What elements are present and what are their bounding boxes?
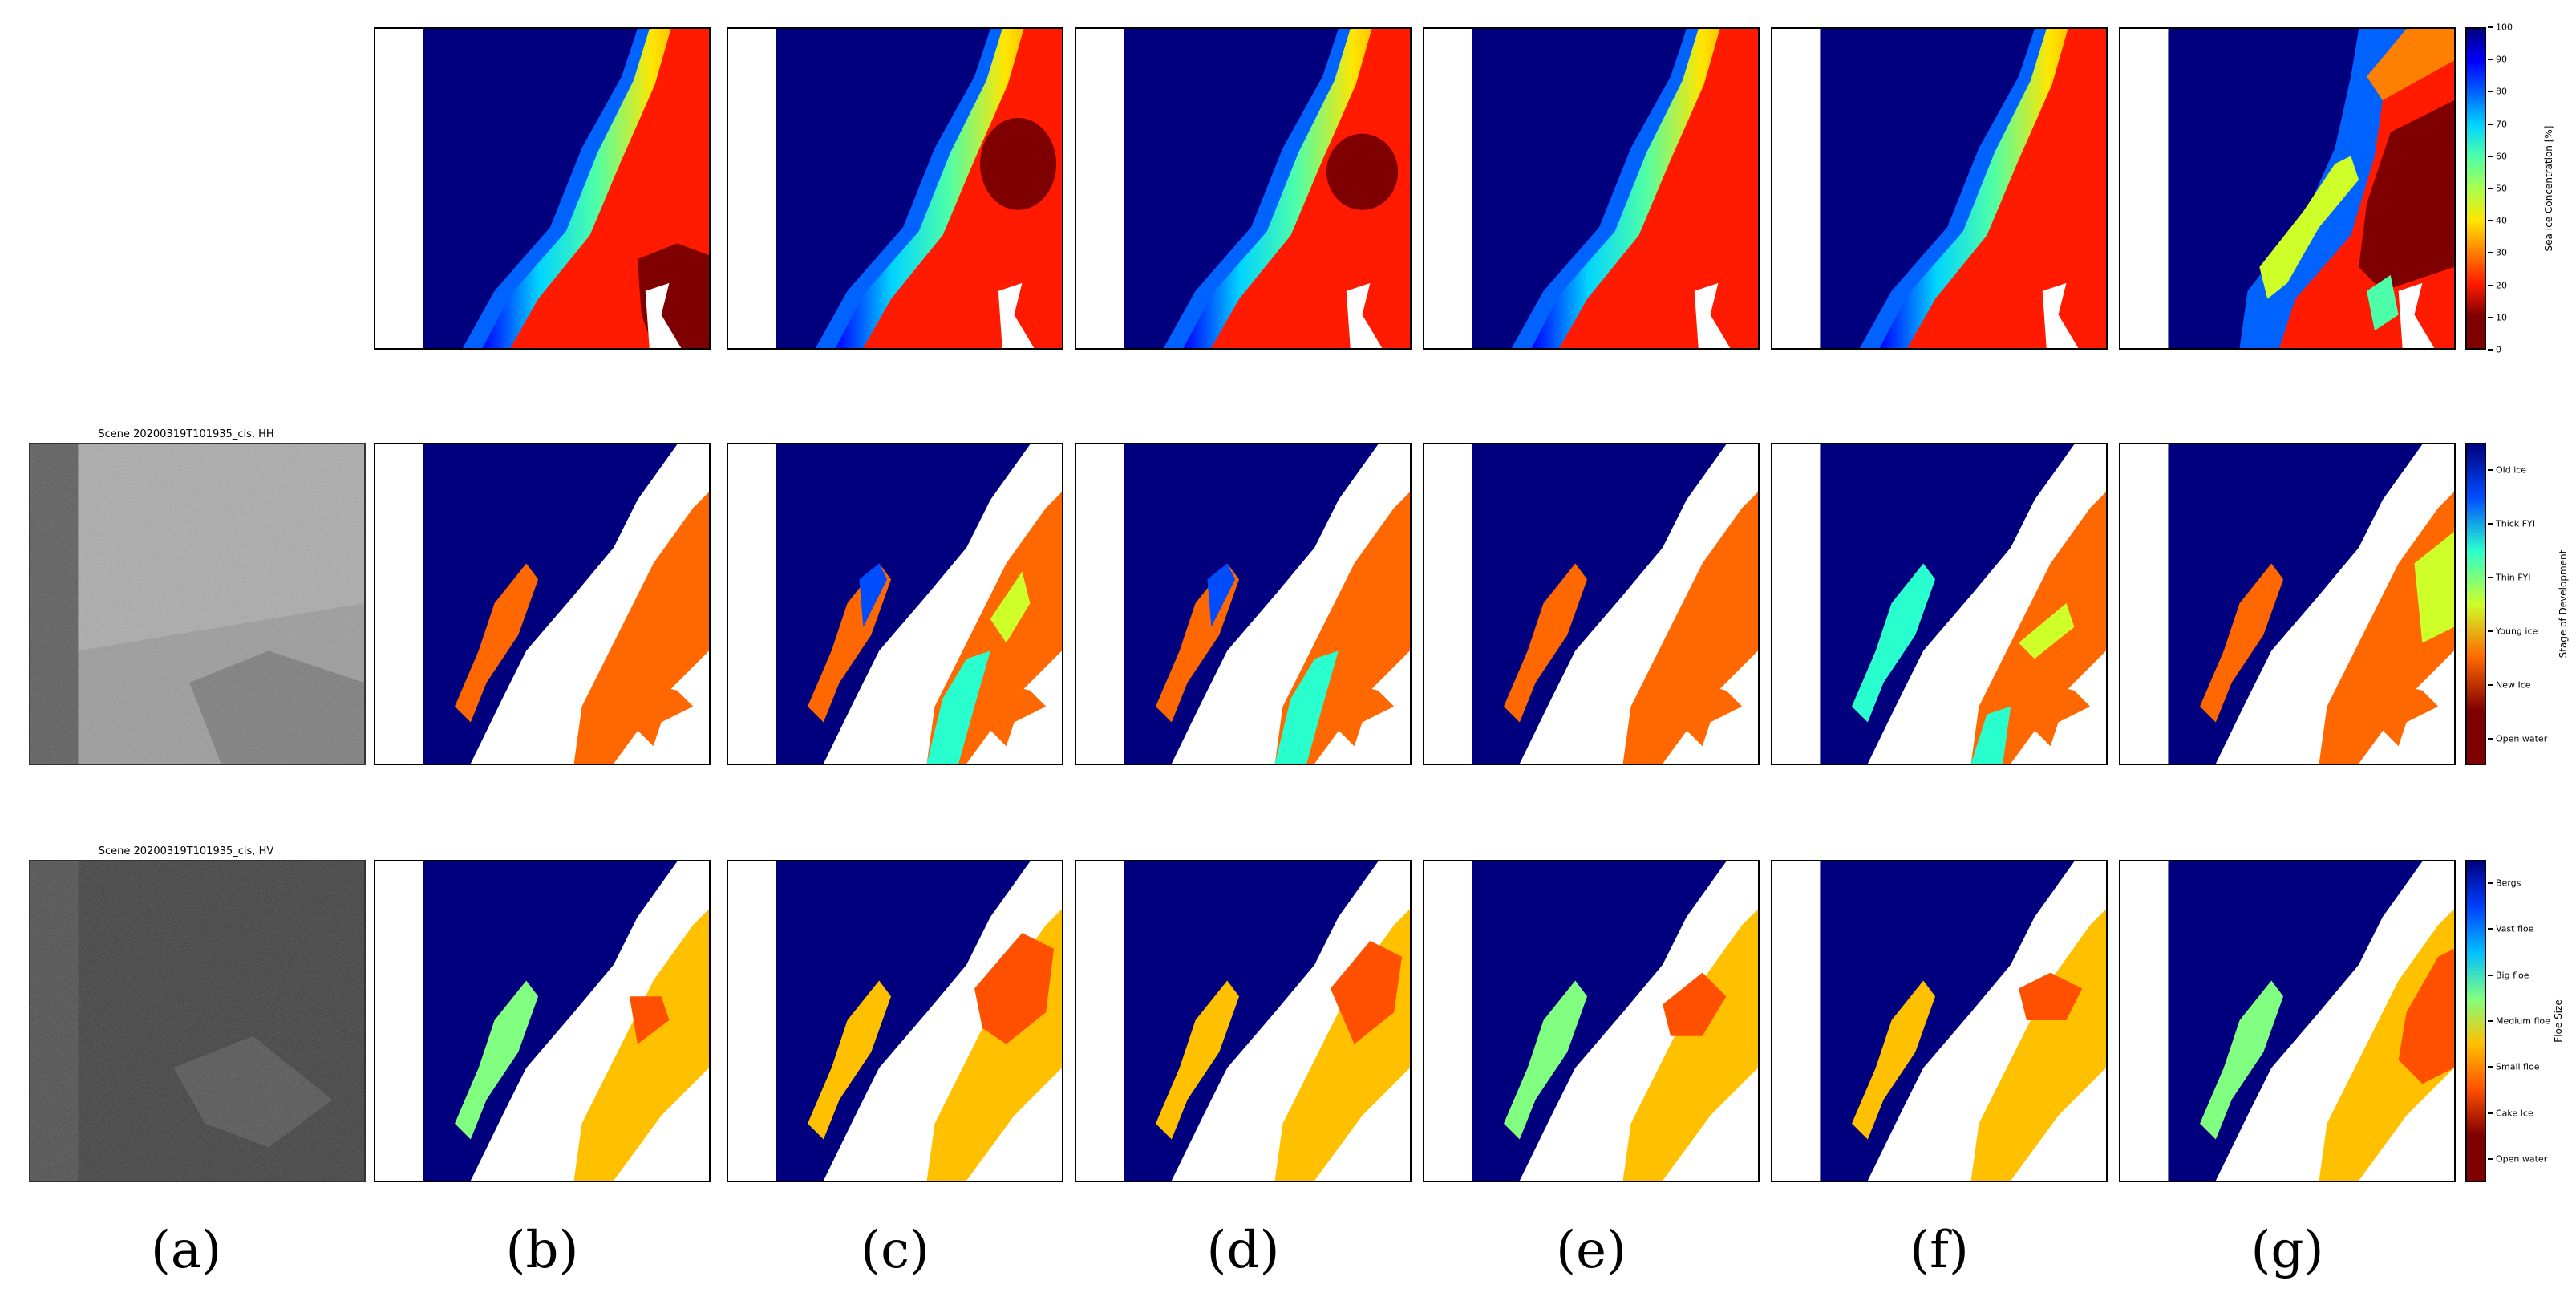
sod-map-c — [727, 443, 1063, 765]
sic-colorbar-label: 60 — [2496, 151, 2507, 162]
column-label-b: (b) — [505, 1221, 579, 1280]
floe-map-e — [1423, 860, 1760, 1182]
sic-colorbar-label: 50 — [2496, 183, 2507, 194]
floe-colorbar-label: Big floe — [2496, 970, 2529, 981]
column-label-c: (c) — [861, 1221, 930, 1280]
sar-hv-image — [29, 860, 366, 1182]
sic-colorbar-tick — [2488, 91, 2493, 93]
floe-colorbar-label: Vast floe — [2496, 923, 2534, 934]
column-label-g: (g) — [2250, 1221, 2324, 1280]
floe-map-f — [1771, 860, 2108, 1182]
sic-colorbar-tick — [2488, 284, 2493, 286]
sic-colorbar-label: 20 — [2496, 280, 2507, 291]
sic-colorbar-label: 100 — [2496, 22, 2513, 33]
sic-colorbar-tick — [2488, 26, 2493, 28]
sic-colorbar — [2465, 27, 2486, 350]
sod-map-d — [1075, 443, 1412, 765]
sod-map-b — [374, 443, 711, 765]
floe-colorbar-title: Floe Size — [2553, 999, 2564, 1043]
sod-colorbar-tick — [2488, 468, 2493, 471]
sod-colorbar-label: Open water — [2496, 733, 2548, 744]
sic-map-b — [374, 27, 711, 350]
sar-hh-title: Scene 20200319T101935_cis, HH — [98, 428, 274, 440]
sic-colorbar-label: 30 — [2496, 247, 2507, 258]
sar-hv-title: Scene 20200319T101935_cis, HV — [98, 845, 274, 857]
floe-colorbar-label: Small floe — [2496, 1061, 2540, 1072]
sic-map-g — [2119, 27, 2456, 350]
sod-colorbar — [2465, 443, 2486, 765]
sic-map-f — [1771, 27, 2108, 350]
sod-map-g — [2119, 443, 2456, 765]
sic-colorbar-tick — [2488, 349, 2493, 351]
floe-colorbar — [2465, 860, 2486, 1182]
sod-colorbar-tick — [2488, 576, 2493, 578]
sod-colorbar-label: Thick FYI — [2496, 518, 2535, 529]
sic-colorbar-tick — [2488, 316, 2493, 318]
sic-colorbar-title: Sea Ice Concentration [%] — [2543, 125, 2554, 252]
floe-colorbar-tick — [2488, 881, 2493, 884]
sod-colorbar-title: Stage of Development — [2558, 549, 2569, 659]
sic-colorbar-label: 70 — [2496, 119, 2507, 130]
sic-colorbar-label: 10 — [2496, 312, 2507, 323]
sic-map-e — [1423, 27, 1760, 350]
column-label-f: (f) — [1910, 1221, 1969, 1280]
sod-colorbar-label: Thin FYI — [2496, 572, 2531, 582]
floe-colorbar-label: Medium floe — [2496, 1015, 2550, 1027]
sod-colorbar-label: New Ice — [2496, 679, 2531, 690]
column-label-a: (a) — [150, 1221, 222, 1280]
sod-map-e — [1423, 443, 1760, 765]
floe-colorbar-label: Open water — [2496, 1153, 2548, 1165]
floe-map-g — [2119, 860, 2456, 1182]
floe-colorbar-tick — [2488, 928, 2493, 930]
floe-map-c — [727, 860, 1063, 1182]
column-label-e: (e) — [1556, 1221, 1626, 1280]
floe-colorbar-tick — [2488, 1112, 2493, 1114]
floe-colorbar-tick — [2488, 1020, 2493, 1022]
sic-colorbar-label: 80 — [2496, 86, 2507, 97]
floe-colorbar-tick — [2488, 1066, 2493, 1068]
sic-map-c — [727, 27, 1063, 350]
sic-colorbar-label: 0 — [2496, 344, 2501, 355]
floe-map-b — [374, 860, 711, 1182]
sic-colorbar-tick — [2488, 155, 2493, 157]
sod-colorbar-tick — [2488, 737, 2493, 740]
sod-colorbar-tick — [2488, 522, 2493, 525]
sod-map-f — [1771, 443, 2108, 765]
sic-colorbar-tick — [2488, 220, 2493, 222]
sic-colorbar-label: 40 — [2496, 215, 2507, 226]
sic-colorbar-tick — [2488, 59, 2493, 61]
floe-colorbar-tick — [2488, 974, 2493, 976]
sar-hh-image — [29, 443, 366, 765]
floe-colorbar-label: Cake Ice — [2496, 1108, 2533, 1119]
sic-colorbar-label: 90 — [2496, 54, 2507, 65]
sic-colorbar-tick — [2488, 188, 2493, 189]
floe-colorbar-label: Bergs — [2496, 877, 2521, 889]
floe-colorbar-tick — [2488, 1158, 2493, 1161]
sod-colorbar-label: Old ice — [2496, 464, 2527, 475]
sod-colorbar-tick — [2488, 630, 2493, 632]
sic-map-d — [1075, 27, 1412, 350]
sod-colorbar-tick — [2488, 683, 2493, 686]
sic-colorbar-tick — [2488, 252, 2493, 254]
floe-map-d — [1075, 860, 1412, 1182]
sic-colorbar-tick — [2488, 123, 2493, 125]
column-label-d: (d) — [1206, 1221, 1280, 1280]
sod-colorbar-label: Young ice — [2496, 626, 2538, 636]
